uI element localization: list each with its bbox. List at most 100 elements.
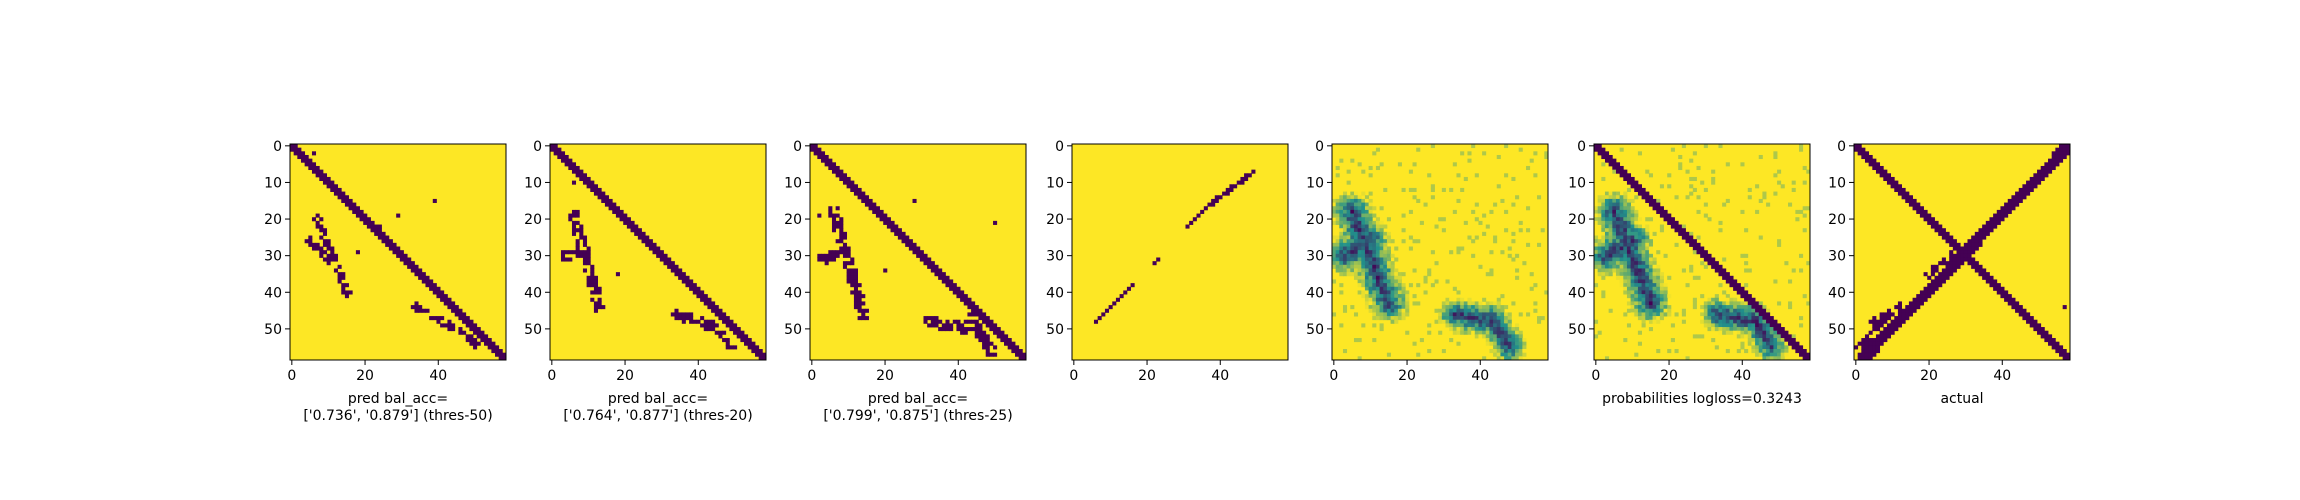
heatmap-cell [1802, 165, 1807, 171]
heatmap-cell [590, 290, 595, 295]
heatmap-cell [1736, 319, 1741, 324]
heatmap-cell [1339, 253, 1344, 258]
heatmap-cell [1718, 312, 1723, 317]
heatmap-cell [1762, 352, 1767, 357]
heatmap-cell [1777, 323, 1782, 328]
heatmap-cell [2055, 162, 2060, 167]
heatmap-cell [1641, 279, 1646, 284]
heatmap-cell [1368, 231, 1373, 236]
heatmap-cell [414, 308, 419, 313]
heatmap-cell [1912, 206, 1917, 211]
heatmap-cell [1897, 316, 1902, 321]
heatmap-cell [1427, 272, 1432, 277]
heatmap-cell [1615, 195, 1621, 200]
heatmap-cell [857, 308, 862, 313]
heatmap-cell [1485, 334, 1490, 339]
heatmap-cell [1372, 272, 1377, 277]
heatmap-cell [2018, 195, 2023, 200]
panel-xlabel: pred bal_acc= [608, 391, 708, 407]
heatmap-cell [1996, 220, 2001, 225]
heatmap-cell [1755, 316, 1760, 321]
heatmap-cell [930, 316, 935, 321]
heatmap-cell [1383, 286, 1388, 291]
heatmap-cell [952, 319, 957, 324]
heatmap-cell [853, 301, 858, 306]
heatmap-cell [1912, 297, 1917, 302]
heatmap-cell [1689, 191, 1694, 196]
heatmap-cell [1645, 224, 1650, 229]
heatmap-cell [1641, 272, 1646, 277]
heatmap-cell [1674, 242, 1679, 247]
heatmap-cell [872, 209, 877, 214]
heatmap-cell [1725, 308, 1730, 313]
y-tick-label: 50 [524, 322, 542, 338]
heatmap-cell [451, 301, 456, 306]
heatmap-cell [1740, 305, 1745, 310]
heatmap-cell [758, 349, 763, 354]
heatmap-cell [1339, 283, 1344, 288]
heatmap-cell [1762, 305, 1767, 310]
heatmap-cell [1229, 184, 1234, 189]
heatmap-cell [1890, 184, 1895, 189]
heatmap-cell [1656, 286, 1661, 291]
heatmap-cell [1883, 334, 1888, 339]
heatmap-cell [846, 176, 851, 182]
heatmap-cell [1390, 308, 1395, 313]
heatmap-cell [956, 290, 961, 295]
heatmap-cell [938, 272, 943, 277]
heatmap-cell [1353, 209, 1359, 214]
heatmap-cell [1496, 297, 1501, 302]
heatmap-cell [1722, 268, 1727, 273]
heatmap-cell [1740, 162, 1745, 167]
heatmap-cell [1604, 242, 1610, 247]
heatmap-cell [1736, 308, 1741, 313]
heatmap-cell [1758, 352, 1763, 357]
heatmap-cell [311, 242, 317, 247]
heatmap-cell [1648, 217, 1653, 222]
heatmap-cell [1416, 239, 1421, 244]
heatmap-cell [1678, 231, 1683, 236]
heatmap-cell [824, 257, 829, 262]
heatmap-cell [1930, 217, 1935, 222]
heatmap-cell [1626, 239, 1632, 244]
heatmap-cell [1641, 286, 1646, 291]
heatmap-cell [1722, 327, 1727, 332]
heatmap-cell [1755, 327, 1760, 332]
heatmap-cell [971, 312, 976, 317]
heatmap-cell [1626, 224, 1632, 229]
heatmap-cell [1594, 209, 1599, 214]
heatmap-cell [1240, 180, 1245, 185]
heatmap-cell [1339, 250, 1344, 255]
heatmap-cell [758, 352, 763, 357]
heatmap-cell [1736, 323, 1741, 328]
heatmap-cell [1626, 209, 1632, 214]
heatmap-cell [1861, 151, 1866, 156]
heatmap-cell [348, 290, 353, 295]
heatmap-cell [1493, 301, 1498, 306]
heatmap-cell [1949, 242, 1954, 247]
heatmap-cell [692, 319, 697, 324]
heatmap-cell [1449, 323, 1454, 328]
heatmap-cell [319, 173, 324, 178]
heatmap-cell [1656, 349, 1661, 354]
heatmap-cell [1467, 297, 1472, 302]
heatmap-cell [1361, 268, 1366, 273]
heatmap-cell [952, 290, 957, 295]
heatmap-cell [1394, 272, 1399, 277]
heatmap-cell [1762, 312, 1767, 317]
heatmap-cell [440, 316, 445, 321]
heatmap-cell [1353, 231, 1359, 236]
heatmap-cell [1342, 195, 1348, 200]
y-tick-label: 40 [524, 285, 542, 301]
heatmap-cell [1379, 220, 1384, 225]
heatmap-cell [853, 279, 858, 284]
heatmap-cell [938, 327, 943, 332]
heatmap-cell [1919, 301, 1924, 306]
heatmap-cell [927, 264, 932, 269]
heatmap-cell [846, 184, 851, 189]
x-tick-label: 40 [949, 368, 967, 384]
heatmap-cell [2011, 206, 2016, 211]
heatmap-cell [1634, 264, 1639, 269]
heatmap-cell [1769, 319, 1774, 324]
heatmap-cell [1996, 209, 2001, 214]
